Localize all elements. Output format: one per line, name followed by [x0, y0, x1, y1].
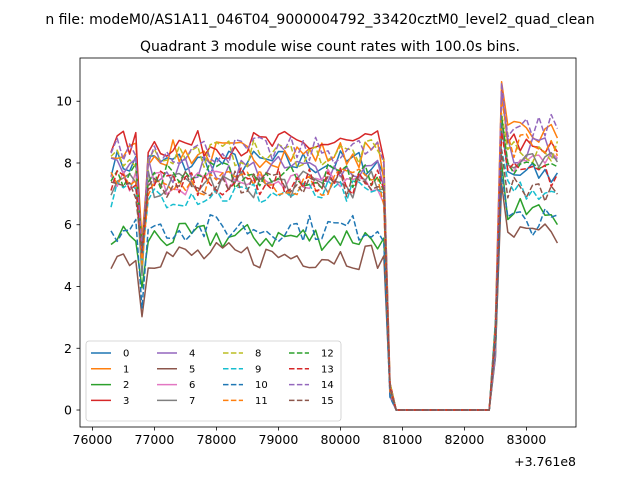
- x-tick-label: 79000: [259, 432, 299, 447]
- y-tick-label: 8: [64, 155, 72, 170]
- y-tick-label: 10: [56, 94, 72, 109]
- legend-label-7: 7: [189, 396, 195, 407]
- x-tick-label: 82000: [445, 432, 485, 447]
- legend-label-12: 12: [321, 349, 334, 360]
- legend-label-1: 1: [123, 364, 129, 375]
- series-line-15: [110, 149, 558, 411]
- x-axis-offset-text: +3.761e8: [514, 454, 576, 469]
- y-tick-label: 6: [64, 217, 72, 232]
- axis-ticks: 76000 77000 78000 79000 80000 81000 82000 83000…: [56, 94, 546, 447]
- legend-label-3: 3: [123, 396, 129, 407]
- legend-label-5: 5: [189, 364, 195, 375]
- legend-label-0: 0: [123, 349, 129, 360]
- legend-label-11: 11: [255, 396, 268, 407]
- x-tick-label: 77000: [135, 432, 175, 447]
- legend-label-14: 14: [321, 380, 334, 391]
- legend-label-8: 8: [255, 349, 261, 360]
- plot-area: [110, 81, 559, 411]
- x-tick-label: 81000: [383, 432, 423, 447]
- y-tick-label: 0: [64, 403, 72, 418]
- axes-frame: [79, 57, 577, 428]
- y-tick-label: 2: [64, 341, 72, 356]
- series-line-13: [110, 131, 559, 411]
- legend-label-15: 15: [321, 396, 334, 407]
- x-tick-label: 80000: [321, 432, 361, 447]
- x-tick-label: 83000: [507, 432, 547, 447]
- legend-label-4: 4: [189, 349, 195, 360]
- legend-label-6: 6: [189, 380, 195, 391]
- x-tick-label: 78000: [197, 432, 237, 447]
- figure-suptitle: n file: modeM0/AS1A11_046T04_9000004792_…: [45, 12, 594, 28]
- chart-title: Quadrant 3 module wise count rates with …: [140, 39, 520, 55]
- legend-label-10: 10: [255, 380, 268, 391]
- x-tick-label: 76000: [73, 432, 113, 447]
- y-tick-label: 4: [64, 279, 72, 294]
- series-line-11: [110, 99, 559, 411]
- legend-label-13: 13: [321, 364, 334, 375]
- legend-label-9: 9: [255, 364, 261, 375]
- legend-box: [85, 340, 342, 422]
- legend-label-2: 2: [123, 380, 129, 391]
